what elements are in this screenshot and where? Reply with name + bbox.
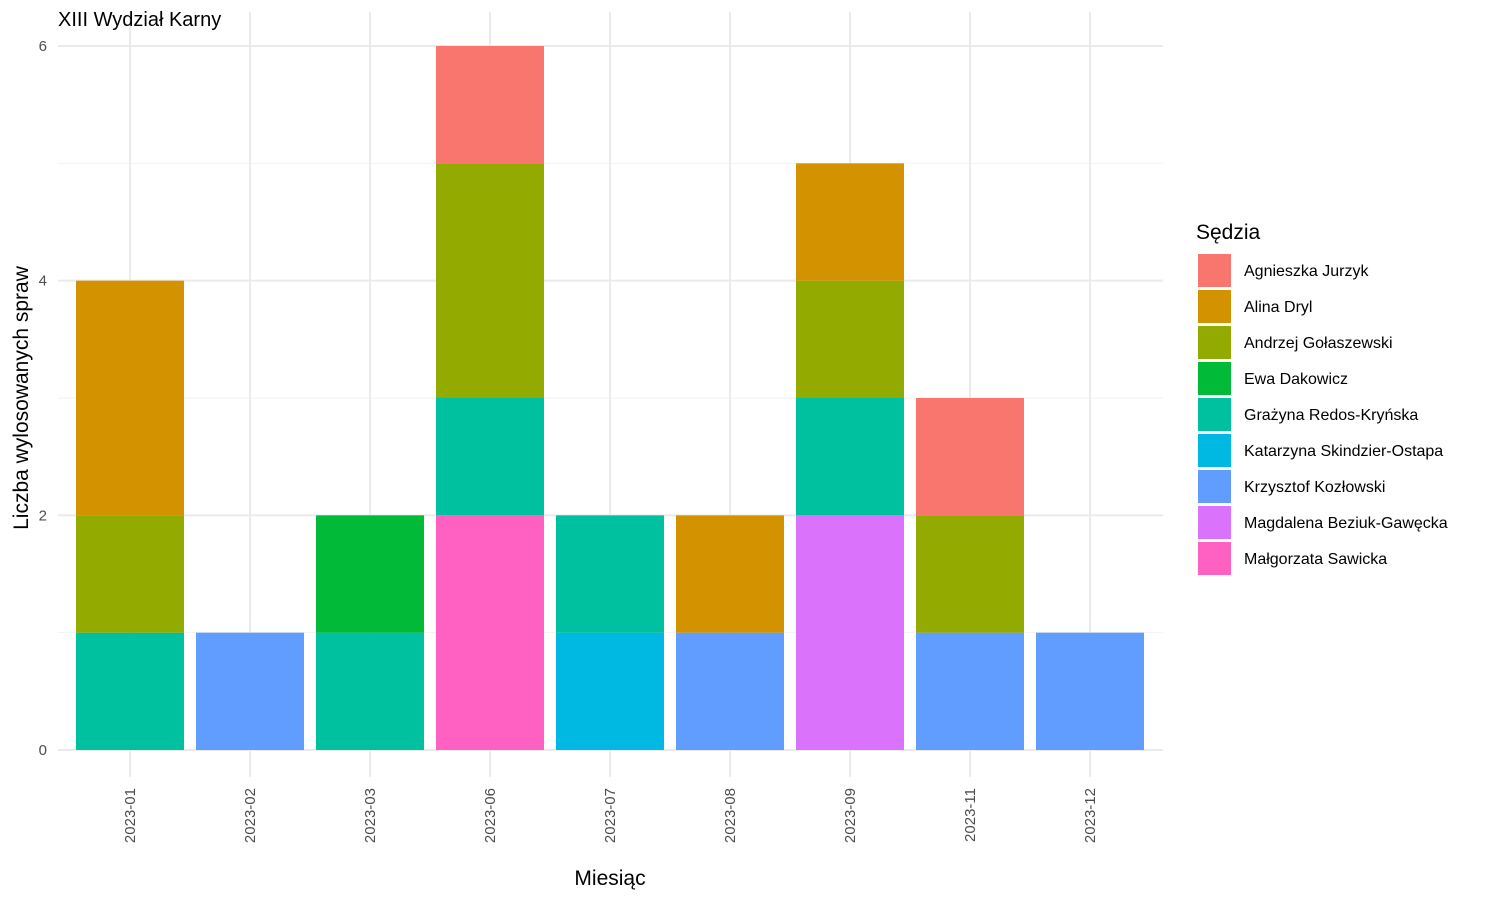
bar-segment [316,632,424,750]
bar-segment [76,280,184,516]
bar-segment [676,515,784,633]
x-tick-label: 2023-02 [242,788,259,843]
legend-swatch [1198,434,1231,467]
x-tick-label: 2023-06 [482,788,499,843]
bar-segment [436,398,544,516]
bar-segment [1036,632,1144,750]
x-tick-label: 2023-12 [1082,788,1099,843]
x-axis-title: Miesiąc [574,867,645,890]
legend-label: Alina Dryl [1244,299,1312,316]
legend-label: Małgorzata Sawicka [1244,551,1387,568]
bar-segment [436,515,544,750]
bar-segment [676,632,784,750]
legend-item: Magdalena Beziuk-Gawęcka [1198,506,1448,539]
x-tick-label: 2023-03 [362,788,379,843]
legend: Sędzia Agnieszka Jurzyk Alina Dryl Andrzej… [1196,221,1448,575]
y-axis-title: Liczba wylosowanych spraw [10,265,33,530]
bar-segment [76,515,184,633]
legend-item: Grażyna Redos-Kryńska [1198,398,1418,431]
y-axis-ticks: 0 2 4 6 [39,38,47,759]
x-tick-label: 2023-01 [122,788,139,843]
legend-label: Krzysztof Kozłowski [1244,479,1385,496]
bar-segment [556,515,664,633]
legend-item: Katarzyna Skindzier-Ostapa [1198,434,1443,467]
bar-segment [916,632,1024,750]
x-tick-label: 2023-11 [962,788,979,842]
bar-segment [316,515,424,633]
legend-swatch [1198,254,1231,287]
bar-segment [916,515,1024,633]
bar-segment [796,398,904,516]
x-tick-label: 2023-08 [722,788,739,843]
legend-swatch [1198,398,1231,431]
legend-item: Agnieszka Jurzyk [1198,254,1369,287]
legend-swatch [1198,542,1231,575]
legend-label: Agnieszka Jurzyk [1244,263,1369,280]
legend-label: Andrzej Gołaszewski [1244,335,1393,352]
legend-swatch [1198,470,1231,503]
legend-item: Ewa Dakowicz [1198,362,1348,395]
legend-item: Andrzej Gołaszewski [1198,326,1393,359]
legend-label: Magdalena Beziuk-Gawęcka [1244,515,1448,532]
legend-swatch [1198,362,1231,395]
bars [76,46,1144,750]
x-tick-label: 2023-09 [842,788,859,843]
bar-segment [916,398,1024,516]
legend-item: Krzysztof Kozłowski [1198,470,1385,503]
y-tick-label: 2 [39,507,47,524]
legend-item: Małgorzata Sawicka [1198,542,1387,575]
bar-segment [796,515,904,750]
bar-segment [796,163,904,281]
bar-segment [556,632,664,750]
legend-label: Katarzyna Skindzier-Ostapa [1244,443,1443,460]
bar-segment [76,632,184,750]
bar-segment [436,163,544,398]
legend-swatch [1198,290,1231,323]
chart-title: XIII Wydział Karny [58,9,221,31]
legend-swatch [1198,506,1231,539]
legend-item: Alina Dryl [1198,290,1312,323]
x-axis-ticks: 2023-01 2023-02 2023-03 2023-06 2023-07 2023-… [122,788,1099,843]
bar-segment [196,632,304,750]
bar-segment [436,46,544,164]
legend-title: Sędzia [1196,221,1261,244]
x-tick-label: 2023-07 [602,788,619,843]
y-tick-label: 4 [39,273,47,290]
legend-swatch [1198,326,1231,359]
bar-segment [796,280,904,398]
y-tick-label: 6 [39,38,47,55]
legend-label: Ewa Dakowicz [1244,371,1348,388]
legend-label: Grażyna Redos-Kryńska [1244,407,1418,424]
y-tick-label: 0 [39,742,47,759]
legend-items: Agnieszka Jurzyk Alina Dryl Andrzej Gołasz… [1198,254,1448,575]
